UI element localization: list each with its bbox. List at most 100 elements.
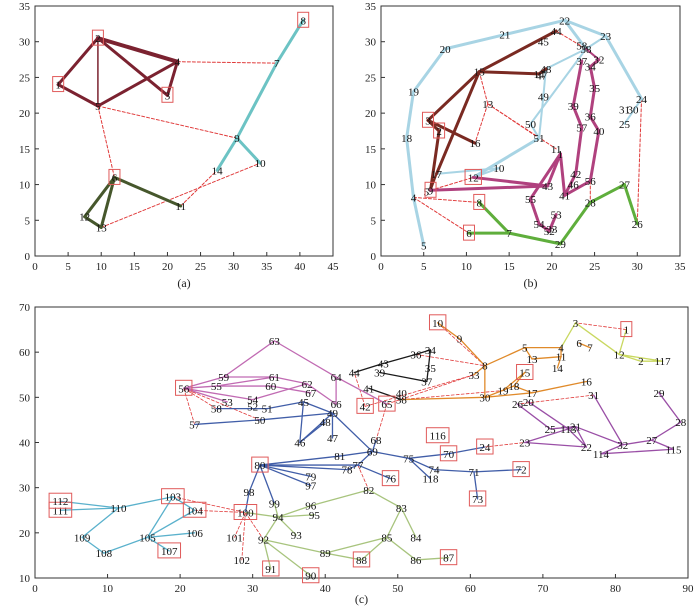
- x-tick-label: 0: [32, 583, 38, 595]
- cluster-edge: [262, 538, 272, 570]
- node-label: 14: [552, 363, 564, 375]
- node-label: 37: [576, 56, 588, 68]
- cluster-edge: [443, 33, 507, 51]
- y-tick-label: 20: [365, 108, 377, 120]
- node-label: 104: [186, 505, 203, 517]
- node-marker-box: [262, 560, 280, 577]
- node-label: 110: [110, 503, 127, 515]
- node-marker-box: [464, 168, 482, 185]
- cluster-edge: [484, 385, 515, 398]
- node-label: 112: [52, 496, 68, 508]
- cluster-edge: [556, 356, 562, 369]
- node-label: 34: [425, 345, 437, 357]
- node-label: 96: [305, 501, 317, 513]
- cluster-edge: [471, 136, 541, 179]
- node-marker-box: [425, 427, 450, 444]
- cluster-edge: [405, 90, 415, 140]
- cluster-edge: [215, 136, 239, 172]
- cluster-edge: [382, 353, 417, 365]
- x-tick-label: 30: [632, 261, 644, 273]
- cluster-edge: [183, 376, 225, 389]
- node-label: 4: [558, 343, 564, 355]
- node-label: 36: [585, 112, 597, 124]
- node-marker-box: [352, 551, 371, 568]
- node-label: 7: [587, 343, 593, 355]
- x-tick-label: 25: [589, 261, 601, 273]
- y-tick-label: 35: [19, 1, 31, 13]
- cluster-edge: [95, 36, 180, 64]
- node-label: 62: [302, 379, 313, 391]
- panel-caption: (a): [177, 276, 190, 290]
- cluster-edge: [604, 34, 644, 101]
- panel-caption: (c): [355, 592, 368, 606]
- node-label: 43: [378, 358, 390, 370]
- cluster-edge: [623, 97, 643, 125]
- y-tick-label: 0: [25, 251, 31, 263]
- node-label: 2: [436, 126, 442, 138]
- node-label: 9: [234, 133, 240, 145]
- node-label: 11: [556, 352, 567, 364]
- node-label: 32: [593, 55, 604, 67]
- cluster-edge: [529, 122, 541, 140]
- inter-cluster-edge: [234, 512, 246, 538]
- cluster-edge: [146, 509, 196, 538]
- node-label: 8: [476, 197, 482, 209]
- cluster-edge: [473, 471, 479, 500]
- node-label: 9: [428, 185, 434, 197]
- inter-cluster-edge: [474, 103, 489, 144]
- node-label: 44: [349, 367, 361, 379]
- node-label: 87: [443, 553, 455, 565]
- y-tick-label: 25: [365, 72, 377, 84]
- node-label: 115: [665, 444, 682, 456]
- node-label: 18: [508, 381, 520, 393]
- cluster-edge: [547, 213, 558, 233]
- cluster-edge: [507, 231, 562, 246]
- node-marker-box: [378, 395, 396, 412]
- x-tick-label: 10: [461, 261, 473, 273]
- node-label: 8: [300, 15, 306, 27]
- node-label: 61: [269, 372, 280, 384]
- node-label: 75: [403, 453, 415, 465]
- inter-cluster-edge: [412, 196, 470, 234]
- node-label: 47: [327, 433, 339, 445]
- node-label: 27: [646, 435, 658, 447]
- cluster-edge: [59, 507, 120, 511]
- node-label: 53: [222, 397, 234, 409]
- node-label: 14: [212, 165, 224, 177]
- plot-frame: [34, 5, 334, 257]
- inter-cluster-edge: [172, 496, 246, 513]
- x-tick-label: 10: [96, 261, 108, 273]
- node-label: 16: [469, 138, 481, 150]
- cluster-edge: [339, 450, 374, 457]
- cluster-edge: [531, 356, 562, 360]
- node-label: 66: [331, 399, 343, 411]
- y-tick-label: 30: [19, 37, 31, 49]
- node-label: 3: [425, 115, 431, 127]
- node-label: 13: [96, 222, 108, 234]
- x-tick-label: 35: [261, 261, 273, 273]
- cluster-edge: [81, 507, 120, 538]
- node-label: 17: [431, 169, 443, 181]
- cluster-edge: [588, 183, 626, 204]
- plot-frame: [380, 5, 681, 257]
- node-marker-box: [48, 492, 73, 509]
- cluster-edge: [563, 18, 588, 51]
- node-label: 56: [178, 383, 190, 395]
- node-label: 45: [298, 397, 310, 409]
- x-tick-label: 5: [65, 261, 71, 273]
- y-tick-label: 60: [19, 347, 31, 359]
- node-label: 49: [538, 92, 550, 104]
- cluster-edge: [235, 61, 279, 140]
- cluster-edge: [435, 70, 481, 176]
- node-label: 109: [74, 532, 91, 544]
- cluster-edge: [146, 532, 196, 538]
- inter-cluster-edge: [194, 509, 246, 513]
- node-label: 91: [265, 564, 276, 576]
- node-label: 13: [527, 354, 539, 366]
- node-label: 7: [274, 58, 280, 70]
- node-marker-box: [468, 490, 487, 507]
- node-label: 71: [468, 467, 479, 479]
- inter-cluster-edge: [517, 394, 595, 405]
- node-label: 6: [576, 338, 582, 350]
- node-marker-box: [175, 379, 193, 396]
